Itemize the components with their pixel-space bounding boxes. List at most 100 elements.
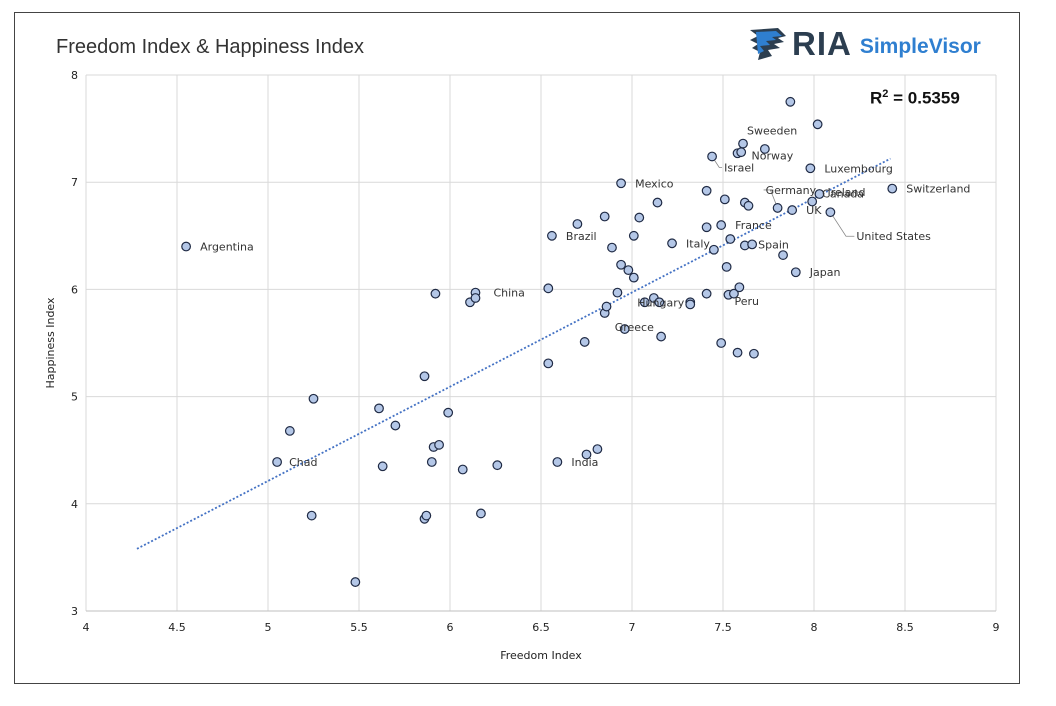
- point-label: United States: [856, 230, 931, 243]
- data-point: [825, 207, 836, 218]
- data-point: [701, 185, 712, 196]
- data-point: [685, 299, 696, 310]
- point-label: Argentina: [200, 241, 254, 254]
- trendline-path: [136, 157, 891, 550]
- data-points: [181, 96, 898, 587]
- data-point: [787, 205, 798, 215]
- point-label: Chad: [289, 456, 317, 469]
- data-point: [623, 265, 634, 276]
- point-label: India: [571, 456, 598, 469]
- data-point: [743, 200, 754, 211]
- data-point: [805, 163, 816, 174]
- data-point: [306, 510, 317, 521]
- data-point: [612, 287, 623, 298]
- x-tick-label: 5.5: [350, 621, 368, 634]
- grid-lines: [85, 74, 997, 612]
- data-point: [426, 457, 437, 467]
- data-point: [807, 196, 818, 207]
- data-point: [547, 230, 557, 241]
- y-tick-label: 4: [71, 498, 78, 511]
- data-point: [701, 288, 712, 299]
- data-point: [667, 238, 677, 249]
- point-label: Canada: [822, 187, 864, 200]
- data-point: [716, 220, 727, 230]
- data-point: [634, 212, 645, 223]
- data-point: [709, 244, 719, 255]
- data-point: [572, 219, 583, 229]
- data-point: [284, 426, 295, 436]
- point-label: Luxembourg: [824, 162, 893, 175]
- data-point: [470, 293, 481, 303]
- point-label: Brazil: [566, 230, 597, 243]
- data-point: [759, 144, 770, 154]
- y-tick-label: 6: [71, 283, 78, 296]
- data-point: [350, 577, 361, 587]
- point-label: Sweeden: [747, 125, 797, 138]
- point-label: Mexico: [635, 177, 674, 190]
- data-point: [628, 272, 639, 283]
- x-tick-label: 4.5: [168, 621, 186, 634]
- data-point: [732, 347, 743, 358]
- point-label: UK: [806, 204, 822, 217]
- chart-title: Freedom Index & Happiness Index: [56, 36, 364, 58]
- data-point: [552, 457, 563, 467]
- point-label: Switzerland: [906, 183, 970, 196]
- data-point: [729, 288, 739, 299]
- r-squared-annotation: R2 = 0.5359: [870, 88, 960, 109]
- data-point: [592, 444, 603, 455]
- data-point: [272, 457, 283, 467]
- point-label: Hungary: [637, 296, 684, 309]
- trendline: [136, 157, 891, 550]
- data-point: [749, 348, 759, 359]
- data-point: [419, 371, 430, 382]
- label-leader: [763, 189, 778, 209]
- data-point: [738, 138, 748, 149]
- point-label: Greece: [615, 321, 654, 334]
- y-axis-label: Happiness Index: [44, 297, 57, 389]
- data-point: [457, 464, 468, 475]
- data-point: [725, 234, 736, 244]
- data-point: [701, 222, 712, 233]
- data-point: [492, 460, 503, 471]
- data-point: [734, 282, 745, 293]
- data-point: [607, 242, 617, 253]
- data-point: [543, 358, 554, 369]
- data-point: [476, 508, 486, 519]
- data-point: [736, 147, 747, 158]
- data-point: [308, 393, 319, 404]
- x-axis-label: Freedom Index: [500, 649, 582, 662]
- point-label: Germany: [766, 184, 817, 197]
- data-point: [579, 337, 590, 347]
- data-point: [390, 420, 401, 431]
- data-point: [719, 194, 730, 205]
- data-point: [599, 211, 610, 222]
- data-point: [421, 510, 432, 521]
- data-point: [652, 197, 663, 208]
- x-tick-label: 7.5: [714, 621, 732, 634]
- point-label: Israel: [724, 161, 754, 174]
- data-point: [778, 250, 788, 260]
- eagle-head-icon: [750, 28, 786, 60]
- data-point: [543, 283, 554, 294]
- x-tick-label: 6.5: [532, 621, 550, 634]
- data-point: [654, 297, 665, 308]
- data-point: [707, 151, 717, 162]
- point-label: Norway: [752, 149, 794, 162]
- data-point: [639, 297, 650, 308]
- r2-value: = 0.5359: [888, 88, 960, 108]
- data-point: [181, 241, 192, 252]
- data-point: [616, 259, 626, 270]
- data-point: [430, 288, 441, 299]
- data-point: [887, 183, 898, 194]
- y-tick-label: 5: [71, 391, 78, 404]
- x-tick-label: 8: [811, 621, 818, 634]
- logo-product-text: SimpleVisor: [859, 35, 981, 58]
- x-tick-label: 9: [993, 621, 1000, 634]
- data-point: [443, 407, 454, 418]
- y-tick-label: 3: [71, 605, 78, 618]
- label-leader: [830, 211, 855, 237]
- r2-superscript: 2: [882, 88, 889, 100]
- data-point: [628, 230, 639, 241]
- data-point: [656, 331, 667, 342]
